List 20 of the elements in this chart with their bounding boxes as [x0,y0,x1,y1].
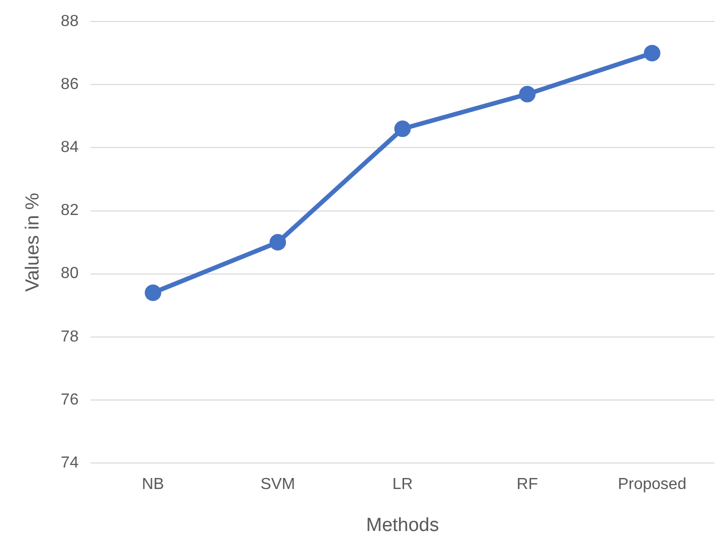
point [519,86,536,102]
y-tick-label: 82 [60,202,79,220]
point [644,44,660,62]
x-axis-title: Methods [366,514,439,536]
point [144,284,162,301]
y-tick-label: 80 [60,265,79,282]
x-tick-label: RF [516,476,538,494]
x-tick-label: SVM [260,476,296,494]
point [394,120,411,138]
x-tick-label: NB [142,476,164,494]
x-tick-label: Proposed [618,476,686,494]
y-tick-label: 84 [60,139,79,156]
point [270,234,286,251]
y-tick-label: 86 [60,76,79,94]
y-tick-label: 78 [60,328,79,346]
x-tick-label: LR [392,476,413,494]
y-axis-title: Values in % [22,192,44,292]
y-tick-label: 76 [60,391,79,408]
y-tick-label: 74 [60,454,79,472]
y-tick-label: 88 [60,13,79,30]
